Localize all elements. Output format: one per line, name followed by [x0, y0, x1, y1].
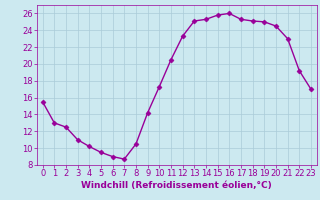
X-axis label: Windchill (Refroidissement éolien,°C): Windchill (Refroidissement éolien,°C)	[81, 181, 272, 190]
